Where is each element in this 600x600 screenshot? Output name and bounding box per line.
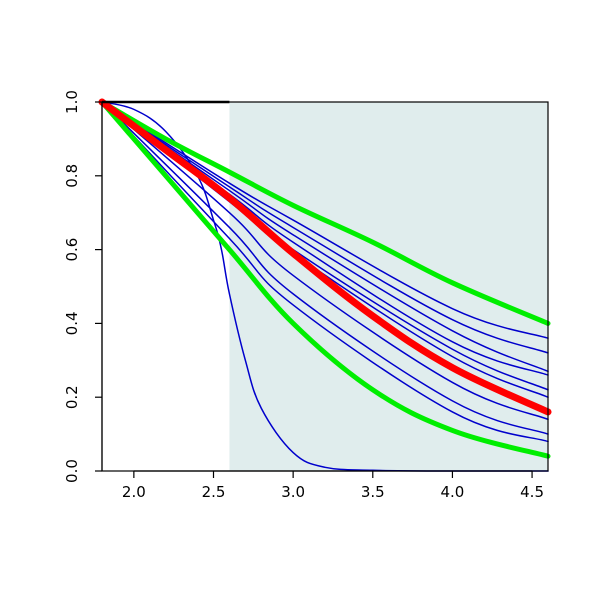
shaded-region xyxy=(229,102,548,471)
series-line-13 xyxy=(98,98,552,416)
y-tick-label: 1.0 xyxy=(63,90,81,114)
series-line-4 xyxy=(101,101,549,373)
y-tick-label: 0.2 xyxy=(63,385,81,409)
x-tick-label: 2.5 xyxy=(202,483,226,501)
x-tick-label: 3.0 xyxy=(281,483,305,501)
y-tick-label: 0.8 xyxy=(63,164,81,188)
series-line-10 xyxy=(101,101,549,443)
series-line-8 xyxy=(101,101,549,421)
x-tick-label: 2.0 xyxy=(122,483,146,501)
y-axis: 0.0 0.2 0.4 0.6 0.8 1.0 xyxy=(63,90,103,483)
y-tick-label: 0.6 xyxy=(63,238,81,262)
x-tick-label: 4.0 xyxy=(440,483,464,501)
y-tick-label: 0.4 xyxy=(63,311,81,335)
x-tick-label: 4.5 xyxy=(520,483,544,501)
x-axis: 2.0 2.5 3.0 3.5 4.0 4.5 xyxy=(122,470,544,501)
y-tick-label: 0.0 xyxy=(63,459,81,483)
series-line-12 xyxy=(99,99,551,459)
series-line-1 xyxy=(101,101,549,472)
series-line-11 xyxy=(99,99,551,326)
series-line-3 xyxy=(101,101,549,354)
series-layer xyxy=(98,98,552,472)
x-tick-label: 3.5 xyxy=(361,483,385,501)
series-line-9 xyxy=(101,101,549,435)
series-line-2 xyxy=(101,101,549,339)
